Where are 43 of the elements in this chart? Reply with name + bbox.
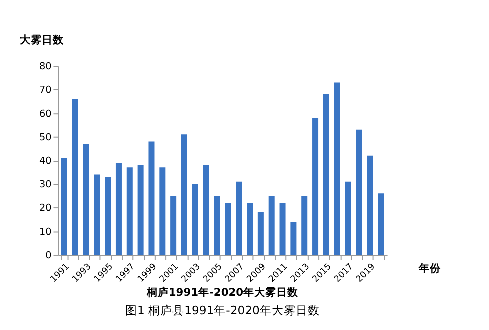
- bar: [160, 168, 166, 256]
- bar: [105, 177, 112, 256]
- y-tick-label: 30: [39, 180, 52, 191]
- bar: [214, 196, 220, 256]
- bar: [203, 165, 210, 256]
- bar: [367, 156, 374, 256]
- bar: [323, 94, 330, 256]
- y-tick-label: 80: [39, 62, 52, 73]
- y-axis-title: 大雾日数: [20, 33, 65, 46]
- bar: [280, 203, 286, 256]
- bar: [236, 182, 242, 256]
- bar: [345, 182, 352, 256]
- y-tick-label: 0: [46, 250, 52, 262]
- bar: [290, 222, 297, 256]
- x-axis-title: 年份: [418, 262, 442, 275]
- y-tick-label: 70: [39, 85, 52, 96]
- bar: [72, 99, 78, 256]
- bar: [258, 212, 264, 256]
- bar: [138, 165, 144, 256]
- text: 桐庐1991年-2020年大雾日数: [146, 286, 300, 300]
- bar: [334, 82, 340, 256]
- bar: [116, 162, 122, 256]
- bar: [170, 196, 177, 256]
- bar: [126, 168, 133, 256]
- y-tick-label: 50: [39, 132, 52, 144]
- bar: [61, 158, 68, 256]
- bar: [356, 130, 362, 256]
- y-tick-label: 20: [39, 203, 52, 214]
- y-tick-label: 40: [39, 156, 52, 167]
- y-tick-label: 10: [39, 226, 52, 238]
- bar: [181, 134, 188, 256]
- bar: [378, 194, 384, 256]
- bar: [148, 142, 155, 256]
- bar: [268, 196, 275, 256]
- caption: 图1 桐庐县1991年-2020年大雾日数: [126, 304, 320, 318]
- bar: [83, 144, 90, 256]
- bar: [302, 196, 308, 256]
- bar: [94, 174, 100, 256]
- bar: [225, 203, 232, 256]
- bar: [312, 118, 319, 256]
- bar: [192, 184, 198, 256]
- bar: [247, 203, 254, 256]
- y-tick-label: 60: [39, 108, 52, 120]
